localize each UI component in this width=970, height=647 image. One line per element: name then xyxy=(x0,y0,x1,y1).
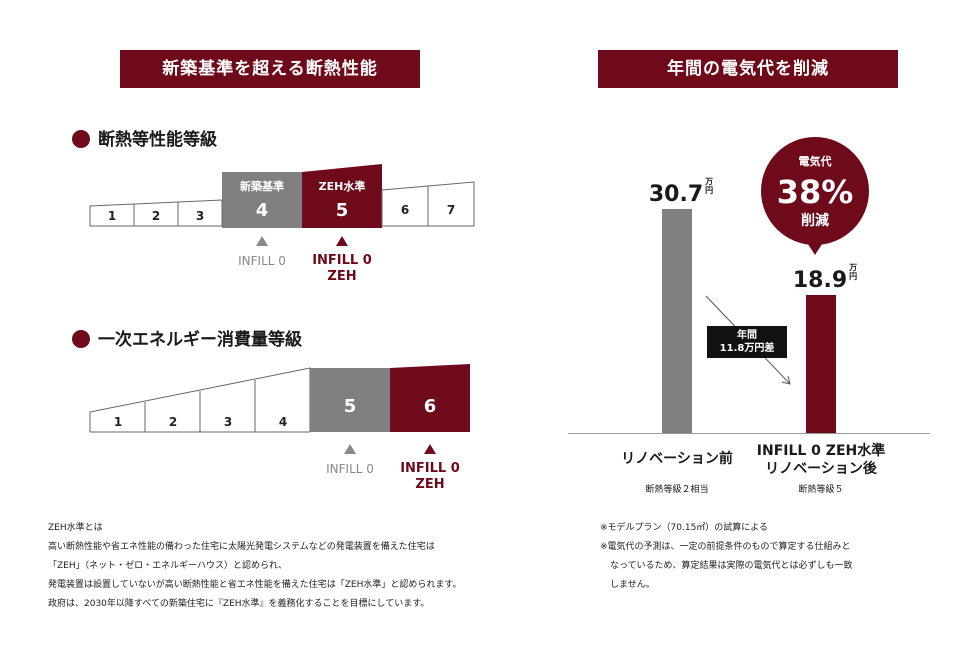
bar-after xyxy=(806,295,836,433)
insulation-grade-scale: 1 2 3 新築基準 4 ZEH水準 5 6 7 xyxy=(89,164,475,228)
category-after-sub: 断熱等級５ xyxy=(798,485,844,495)
energy-marker-red: INFILL 0 ZEH xyxy=(390,444,470,493)
insulation-grade-title: 断熱等性能等級 xyxy=(72,125,217,150)
insulation-grade-7: 7 xyxy=(447,203,455,217)
triangle-up-icon xyxy=(424,444,436,454)
zeh-note-line: 高い断熱性能や省エネ性能の備わった住宅に太陽光発電システムなどの発電装置を備えた… xyxy=(48,542,435,552)
energy-marker-gray: INFILL 0 xyxy=(318,444,382,476)
left-banner: 新築基準を超える断熱性能 xyxy=(120,50,420,88)
triangle-up-icon xyxy=(256,236,268,246)
energy-grade-6: 6 xyxy=(424,396,437,417)
svg-text:電気代: 電気代 xyxy=(799,154,832,168)
unit-label: 万円 xyxy=(849,263,858,282)
right-banner: 年間の電気代を削減 xyxy=(598,50,898,88)
insulation-grade-6: 6 xyxy=(401,203,409,217)
insulation-marker-gray: INFILL 0 xyxy=(230,236,294,268)
bar-after-value: 18.9万円 xyxy=(792,263,858,294)
insulation-grade-5: 5 xyxy=(336,200,349,221)
insulation-marker-red: INFILL 0 ZEH xyxy=(302,236,382,285)
energy-grade-2: 2 xyxy=(169,415,177,429)
energy-grade-3: 3 xyxy=(224,415,232,429)
unit-label: 万円 xyxy=(705,176,714,195)
zeh-notes: ZEH水準とは 高い断熱性能や省エネ性能の備わった住宅に太陽光発電システムなどの… xyxy=(48,519,548,614)
energy-grade-title: 一次エネルギー消費量等級 xyxy=(72,325,302,350)
zeh-note-line: 政府は、2030年以降すべての新築住宅に『ZEH水準』を義務化することを目標にし… xyxy=(48,599,430,609)
chart-baseline xyxy=(568,433,930,434)
bullet-dot-icon xyxy=(72,130,90,148)
zeh-note-line: 発電装置は設置していないが高い断熱性能と省エネ性能を備えた住宅は「ZEH水準」と… xyxy=(48,580,462,590)
category-before-sub: 断熱等級２相当 xyxy=(645,485,709,495)
category-before: リノベーション前 xyxy=(621,451,733,467)
estimate-note-line: しません。 xyxy=(610,580,655,590)
svg-text:38%: 38% xyxy=(777,173,854,211)
estimate-note-line: ※モデルプラン（70.15㎡）の試算による xyxy=(600,523,769,533)
insulation-grade-new-label: 新築基準 xyxy=(240,179,284,193)
bar-before xyxy=(662,208,692,433)
insulation-grade-4: 4 xyxy=(256,200,269,221)
zeh-note-heading: ZEH水準とは xyxy=(48,523,103,533)
diff-label: 年間 11.8万円差 xyxy=(707,326,787,358)
bar-before-value: 30.7万円 xyxy=(648,176,714,207)
estimate-note-line: ※電気代の予測は、一定の前提条件のもので算定する仕組みと xyxy=(600,542,851,552)
energy-grade-1: 1 xyxy=(114,415,122,429)
triangle-up-icon xyxy=(344,444,356,454)
svg-text:削減: 削減 xyxy=(801,212,829,229)
category-after: INFILL 0 ZEH水準 リノベーション後 xyxy=(756,443,886,477)
insulation-grade-2: 2 xyxy=(152,209,160,223)
insulation-grade-zeh-label: ZEH水準 xyxy=(319,179,366,193)
estimate-notes: ※モデルプラン（70.15㎡）の試算による ※電気代の予測は、一定の前提条件のも… xyxy=(600,519,930,595)
reduction-badge: 電気代 38% 削減 xyxy=(761,137,869,255)
energy-grade-5: 5 xyxy=(344,396,357,417)
bullet-dot-icon xyxy=(72,330,90,348)
insulation-grade-1: 1 xyxy=(108,209,116,223)
zeh-note-line: 「ZEH」（ネット・ゼロ・エネルギーハウス）と認められ、 xyxy=(48,561,288,571)
estimate-note-line: なっているため、算定結果は実際の電気代とは必ずしも一致 xyxy=(610,561,853,571)
insulation-grade-3: 3 xyxy=(196,209,204,223)
energy-grade-4: 4 xyxy=(279,415,287,429)
triangle-up-icon xyxy=(336,236,348,246)
energy-grade-scale: 1 2 3 4 5 6 xyxy=(89,364,470,433)
